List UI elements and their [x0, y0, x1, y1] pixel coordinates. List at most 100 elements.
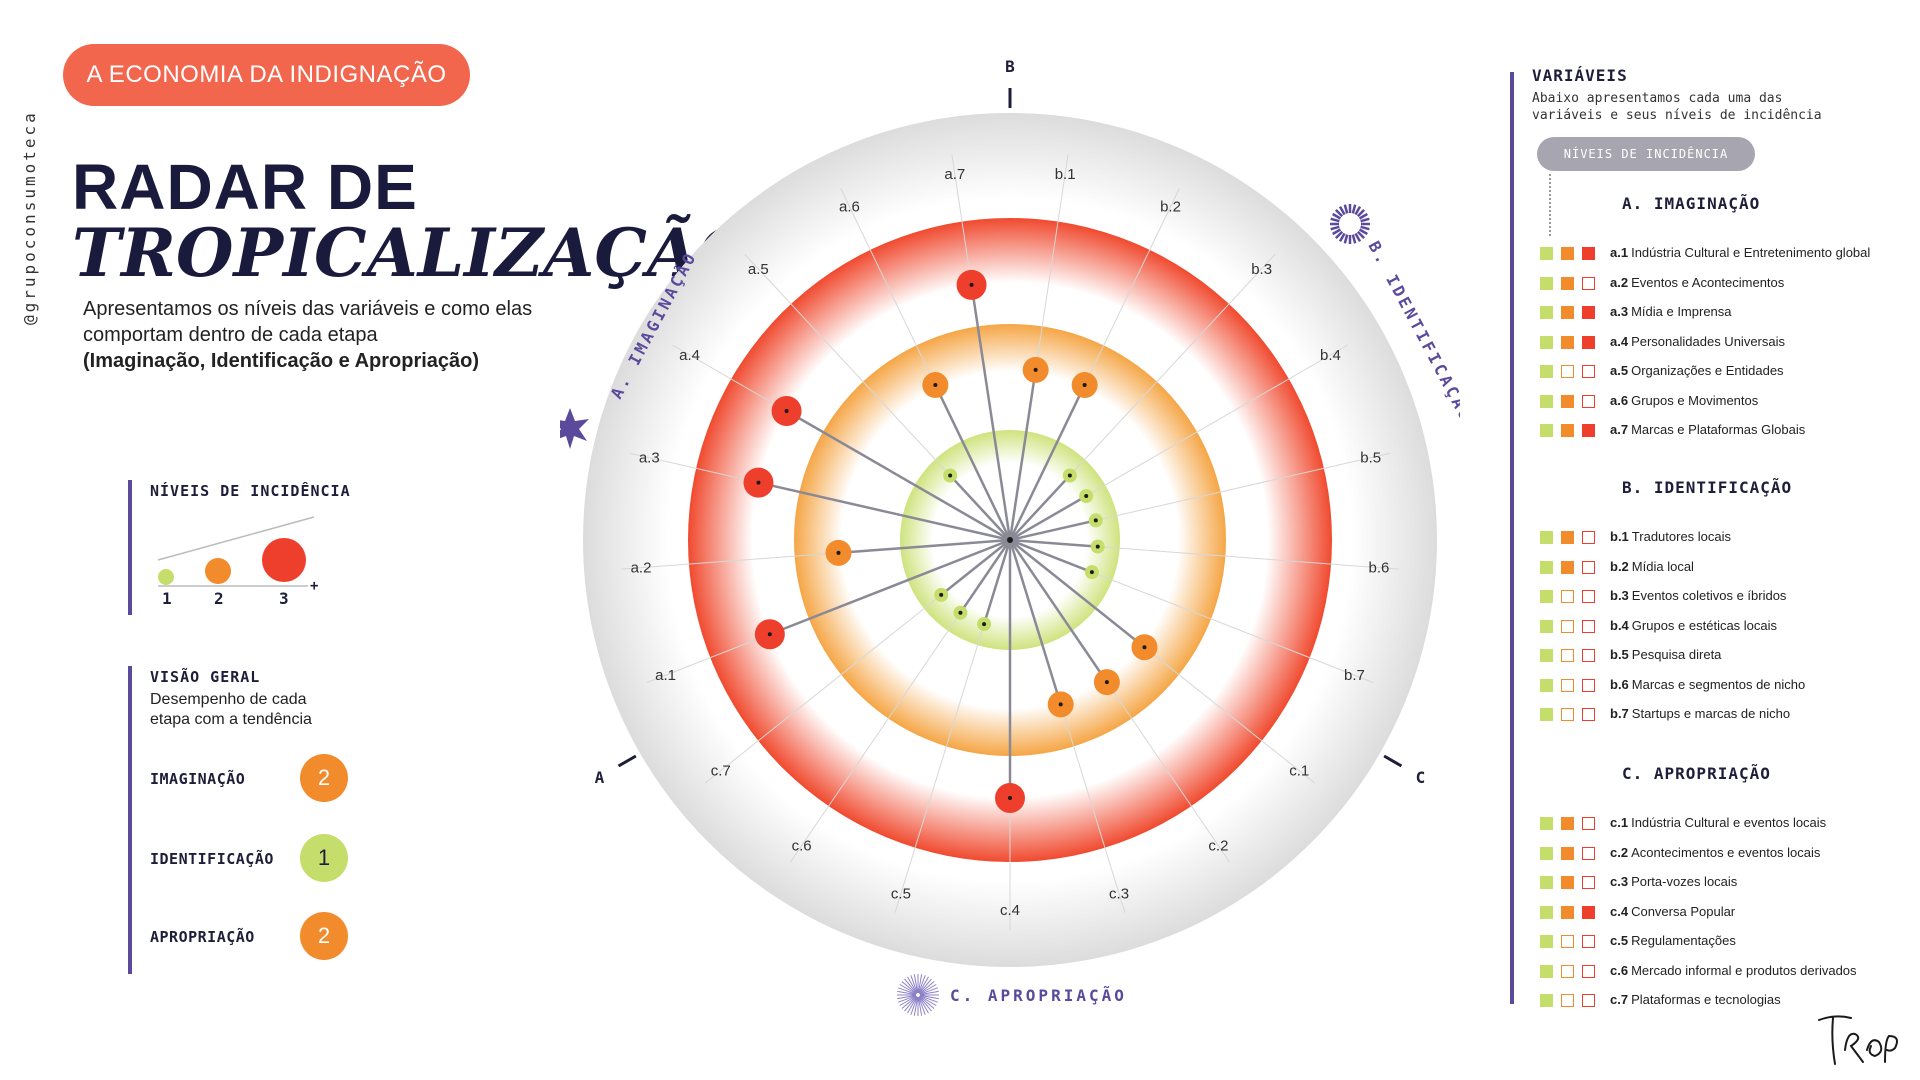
radar-point-center [1082, 383, 1087, 388]
dotted-connector [1549, 174, 1551, 236]
level-square-2 [1561, 994, 1574, 1007]
radar-connector [758, 481, 1011, 542]
level-square-1 [1540, 935, 1553, 948]
overview-title: VISÃO GERAL [150, 668, 261, 686]
variable-label: c.6 Mercado informal e produtos derivados [1610, 962, 1857, 978]
variable-label: b.1 Tradutores locais [1610, 529, 1732, 544]
level-square-2 [1561, 424, 1574, 437]
radar-point-center [1058, 702, 1063, 707]
variable-row: a.4 Personalidades Universais [1540, 333, 1920, 353]
level-square-3 [1582, 817, 1595, 830]
level-square-3 [1582, 365, 1595, 378]
overview-side-bar [128, 666, 132, 974]
radar-center [1007, 537, 1013, 543]
axis-marker-tick [1383, 754, 1403, 768]
radar-point-center [958, 610, 963, 615]
variable-code: a.5 [1610, 363, 1629, 378]
variable-label: a.2 Eventos e Acontecimentos [1610, 274, 1785, 290]
level-square-1 [1540, 394, 1553, 408]
level-square-2 [1561, 276, 1574, 290]
radar-connector [1009, 519, 1097, 542]
radar-variable-label: b.2 [1160, 199, 1181, 216]
level-square-3 [1582, 964, 1595, 978]
radar-variable-label: a.7 [944, 166, 965, 183]
level-square-2 [1561, 335, 1574, 349]
variable-row: b.3 Eventos coletivos e íbridos [1540, 587, 1920, 607]
level-square-1 [1540, 994, 1553, 1007]
variable-label: c.5 Regulamentações [1610, 933, 1736, 948]
level-square-2 [1561, 560, 1574, 574]
levels-legend-graphic: 1 2 3 + [157, 516, 318, 604]
radar-point-center [1104, 680, 1109, 685]
legend-plus: + [310, 578, 318, 594]
radar-variable-label: b.7 [1344, 667, 1365, 684]
radar-connector [1008, 539, 1062, 705]
ring-burst-icon [1330, 204, 1370, 244]
radar-point-center [1008, 796, 1012, 800]
level-square-1 [1540, 817, 1553, 830]
level-square-3 [1582, 619, 1595, 633]
level-square-1 [1540, 424, 1553, 437]
level-square-3 [1582, 846, 1595, 860]
level-square-1 [1540, 649, 1553, 662]
variable-row: b.1 Tradutores locais [1540, 528, 1920, 548]
level-square-1 [1540, 335, 1553, 349]
level-square-2 [1561, 876, 1574, 889]
level-square-3 [1582, 531, 1595, 544]
level-square-2 [1561, 306, 1574, 319]
variable-code: a.6 [1610, 392, 1629, 408]
variable-code: c.7 [1610, 992, 1629, 1007]
level-square-2 [1561, 935, 1574, 948]
variable-row: b.2 Mídia local [1540, 558, 1920, 578]
radar-point-center [1093, 518, 1098, 523]
radar-variable-label: c.5 [891, 886, 911, 903]
variables-section-title: A. IMAGINAÇÃO [1622, 194, 1761, 213]
variable-row: c.5 Regulamentações [1540, 932, 1920, 952]
level-square-3 [1582, 935, 1595, 948]
stage-label-apropriacao: C. APROPRIAÇÃO [950, 986, 1127, 1005]
radar-point-center [836, 550, 841, 555]
overview-row-identificacao: IDENTIFICAÇÃO 1 [150, 834, 390, 884]
variable-label: a.1 Indústria Cultural e Entretenimento g… [1610, 245, 1871, 260]
radar-connector [1009, 474, 1071, 541]
variable-code: b.1 [1610, 529, 1629, 544]
level-square-1 [1540, 876, 1553, 889]
radar-variable-label: c.7 [711, 763, 731, 780]
trop-signature-logo [1818, 1015, 1898, 1065]
level-square-2 [1561, 678, 1574, 692]
radar-point-center [756, 480, 761, 485]
level-square-1 [1540, 905, 1553, 919]
variable-code: b.5 [1610, 647, 1629, 662]
radar-point-center [1095, 544, 1100, 549]
variables-side-bar [1510, 72, 1514, 1004]
level-square-3 [1582, 876, 1595, 889]
level-square-3 [1582, 994, 1595, 1007]
overview-row-label: IDENTIFICAÇÃO [150, 850, 274, 868]
radar-point-center [969, 282, 974, 287]
legend-dot-1 [158, 569, 174, 585]
variable-label: c.4 Conversa Popular [1610, 903, 1736, 919]
variable-row: a.1 Indústria Cultural e Entretenimento g… [1540, 244, 1920, 264]
levels-legend-title: NÍVEIS DE INCIDÊNCIA [150, 482, 351, 500]
legend-level-label-2: 2 [214, 589, 224, 604]
radar-variable-labels: b.1 b.2 b.3 b.4 b.5 b.6 b.7 c.1 c.2 c.3 c.4 c.5 c.6 c… [631, 166, 1390, 919]
level-square-1 [1540, 846, 1553, 860]
level-square-3 [1582, 335, 1595, 349]
radar-chart: b.1 b.2 b.3 b.4 b.5 b.6 b.7 c.1 c.2 c.3 c.4 c.5 c.6 c… [560, 60, 1460, 1016]
level-square-2 [1561, 964, 1574, 978]
radar-point-center [982, 622, 987, 627]
level-square-3 [1582, 905, 1595, 919]
page-title-line1: RADAR DE [72, 151, 418, 223]
variable-row: c.2 Acontecimentos e eventos locais [1540, 844, 1920, 864]
variable-code: a.2 [1610, 274, 1629, 290]
axis-marker-label: A [595, 768, 605, 787]
radar-variable-label: c.4 [1000, 902, 1020, 919]
variable-code: b.3 [1610, 588, 1629, 603]
variable-code: c.6 [1610, 962, 1629, 978]
level-square-2 [1561, 649, 1574, 662]
radar-point-center [1089, 570, 1094, 575]
variable-code: a.1 [1610, 245, 1629, 260]
radar-connector [1008, 369, 1037, 541]
page-title-line2: TROPICALIZAÇÃO [72, 214, 756, 292]
radar-connector [1009, 494, 1087, 542]
